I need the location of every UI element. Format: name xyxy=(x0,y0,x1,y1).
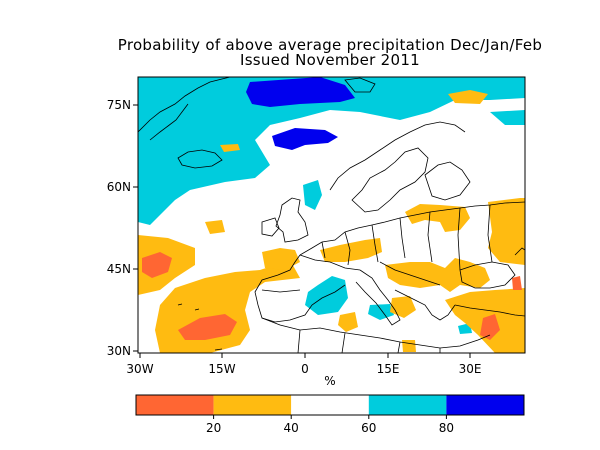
colorbar-bin xyxy=(213,395,292,415)
svalbard-coast xyxy=(344,77,376,93)
ireland-coast xyxy=(261,217,280,237)
borders-east xyxy=(399,204,493,271)
africa-borders xyxy=(297,329,441,353)
greenland-coast xyxy=(138,77,231,133)
very-low-probability-region-atlantic-west xyxy=(142,252,172,278)
colorbar-tick-label: 20 xyxy=(206,421,221,435)
longitude-tick-label: 0 xyxy=(301,362,309,376)
low-probability-region-sicily xyxy=(338,312,358,332)
borders-west xyxy=(299,224,379,271)
turkey-coast xyxy=(454,304,525,317)
very-low-probability-region-subtropics xyxy=(178,314,237,340)
high-probability-region-north-atlantic xyxy=(138,77,525,225)
low-probability-region-north-atlantic-small xyxy=(448,90,488,104)
high-probability-region-barents xyxy=(490,110,525,125)
very-high-probability-region-greenland-sea xyxy=(246,77,355,107)
latitude-axis: 75N 60N 45N 30N xyxy=(107,98,138,358)
map-title: Probability of above average precipitati… xyxy=(117,36,543,54)
colorbar-tick-label: 60 xyxy=(361,421,376,435)
colorbar-bin xyxy=(136,395,214,415)
longitude-axis: 30W 15W 0 15E 30E xyxy=(126,353,481,376)
colorbar-bin xyxy=(446,395,524,415)
longitude-tick-label: 30W xyxy=(126,362,153,376)
low-probability-region-central-europe xyxy=(320,238,382,262)
map-subtitle: Issued November 2011 xyxy=(239,51,421,69)
norway-coast xyxy=(329,121,466,191)
black-sea-coast xyxy=(459,261,516,289)
borders-south xyxy=(261,261,441,293)
low-probability-region-baltic xyxy=(405,204,470,232)
low-probability-region-balkans xyxy=(385,258,490,292)
map-frame xyxy=(137,76,526,354)
longitude-tick-label: 15W xyxy=(208,362,235,376)
colorbar-unit-label: % xyxy=(324,374,335,388)
colorbar: 20 40 60 80 xyxy=(135,394,525,435)
sweden-coast xyxy=(351,147,429,213)
italy-coast xyxy=(355,269,401,326)
low-probability-region-north-africa-small xyxy=(402,340,416,352)
latitude-tick-label: 45N xyxy=(107,262,131,276)
high-probability-region-northsea xyxy=(303,180,322,210)
latitude-tick-label: 30N xyxy=(107,344,131,358)
latitude-tick-label: 75N xyxy=(107,98,131,112)
colorbar-bin xyxy=(368,395,447,415)
finland-coast xyxy=(424,161,471,201)
coastlines xyxy=(138,77,525,353)
colorbar-frame xyxy=(135,394,525,416)
very-low-probability-region-levant xyxy=(480,314,500,340)
colorbar-bin xyxy=(291,395,369,415)
north-africa-coast xyxy=(261,317,491,349)
low-probability-region-adriatic xyxy=(390,296,416,318)
very-high-probability-region-norwegian-sea xyxy=(272,128,338,150)
balkans-coast xyxy=(394,289,456,321)
canaries xyxy=(214,348,223,351)
low-probability-region-iceland-south xyxy=(205,220,225,234)
very-low-probability-region-caspian xyxy=(512,276,522,290)
colorbar-tick-label: 40 xyxy=(284,421,299,435)
low-probability-region-east-europe xyxy=(488,198,525,265)
colorbar-tick-label: 80 xyxy=(439,421,454,435)
greenland-coast-inner xyxy=(149,103,189,141)
azores xyxy=(177,303,200,311)
uk-coast xyxy=(275,197,309,243)
probability-field xyxy=(138,77,525,353)
high-probability-region-aegean xyxy=(368,304,394,320)
caspian-coast xyxy=(514,247,525,256)
longitude-tick-label: 30E xyxy=(459,362,482,376)
iceland-coast xyxy=(177,149,223,169)
longitude-tick-label: 15E xyxy=(377,362,400,376)
low-probability-region-sea-small xyxy=(220,144,240,152)
low-probability-region-iberian-coast xyxy=(262,248,300,270)
latitude-tick-label: 60N xyxy=(107,180,131,194)
